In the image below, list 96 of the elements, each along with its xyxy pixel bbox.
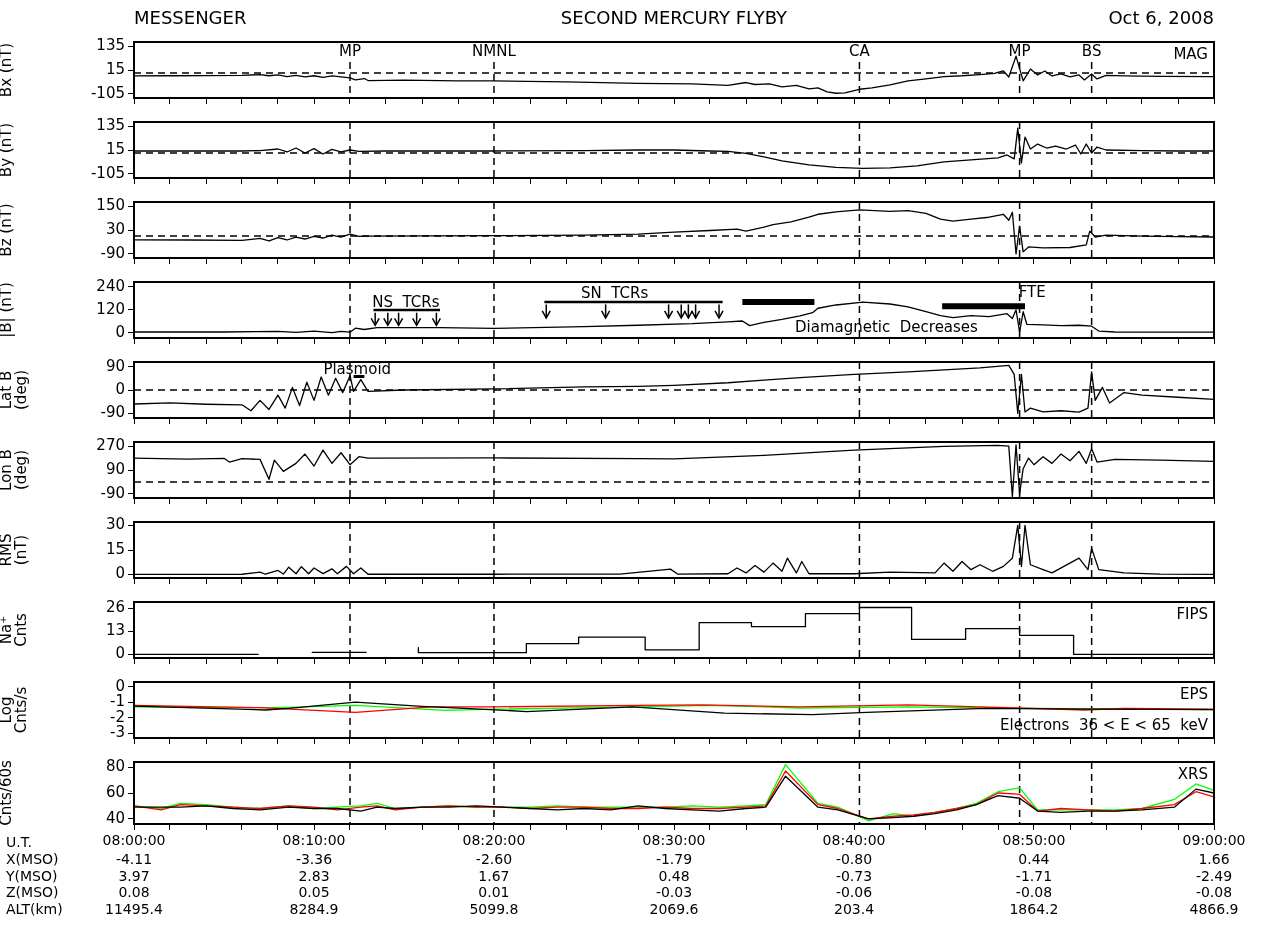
y-tick-label: 270 [96, 436, 125, 454]
text: 4866.9 [1188, 901, 1240, 918]
x-tick-label: 08:10:00 [282, 832, 346, 849]
text: -1.79 [654, 850, 694, 868]
ref-line-label: BS [1081, 42, 1102, 61]
text: -0.06 [834, 884, 874, 902]
text: 0.08 [117, 884, 151, 902]
y-tick-label: 15 [105, 59, 125, 78]
y-tick-label: -3 [110, 723, 125, 742]
annotation: Diamagnetic Decreases [794, 317, 979, 336]
text: ALT(km) [6, 901, 63, 918]
annotation: MAG [1173, 45, 1208, 64]
text: 3.97 [117, 867, 151, 885]
text: 2.83 [297, 867, 331, 885]
x-tick-label: 08:00:00 [102, 832, 166, 849]
y-tick-label: 0 [115, 322, 125, 341]
y-tick-label: 26 [105, 598, 125, 617]
y-axis-title: Na⁺ Cnts [0, 612, 31, 647]
chart-title: SECOND MERCURY FLYBY [560, 7, 788, 28]
y-tick-label: 90 [105, 356, 125, 375]
y-axis-title: Bx (nT) [0, 42, 16, 98]
text: 1.67 [477, 867, 511, 885]
text: 0.01 [477, 884, 511, 902]
y-tick-label: 135 [96, 36, 125, 55]
y-tick-label: 135 [96, 116, 125, 135]
annotation: XRS [1177, 765, 1208, 784]
y-tick-label: 15 [105, 139, 125, 158]
text: -0.08 [1014, 884, 1054, 902]
x-tick-label: 08:20:00 [462, 832, 526, 849]
y-axis-title: Cnts/60s [0, 760, 16, 826]
text: 1.66 [1197, 850, 1231, 868]
y-tick-label: 120 [96, 299, 125, 318]
x-tick-label: 08:50:00 [1002, 832, 1066, 849]
text: 203.4 [833, 901, 876, 918]
text: 0.44 [1017, 850, 1051, 868]
text: 1864.2 [1008, 901, 1060, 918]
text: -1.71 [1014, 867, 1054, 885]
y-axis-title: Lat B (deg) [0, 370, 31, 410]
x-tick-label: 08:30:00 [642, 832, 706, 849]
text: Y(MSO) [6, 867, 58, 885]
text: 2069.6 [648, 901, 700, 918]
text: -0.03 [654, 884, 694, 902]
annotation: FTE [1018, 282, 1046, 301]
text: 0.48 [657, 867, 691, 885]
annotation: SN TCRs [580, 284, 649, 303]
annotation: FIPS [1176, 605, 1208, 624]
annotation: Plasmoid [323, 360, 392, 379]
text: MESSENGER [134, 7, 247, 28]
y-tick-label: 13 [105, 621, 125, 640]
ref-line-label: CA [849, 42, 871, 61]
text: -2.49 [1194, 867, 1234, 885]
ref-line-label: NMNL [472, 42, 517, 61]
y-tick-label: 30 [105, 515, 125, 534]
y-axis-title: By (nT) [0, 122, 16, 178]
y-axis-title: Lon B (deg) [0, 449, 31, 491]
y-tick-label: 80 [105, 757, 125, 776]
y-tick-label: -90 [100, 403, 125, 422]
x-tick-label: 09:00:00 [1182, 832, 1246, 849]
y-tick-label: -105 [90, 163, 125, 182]
y-tick-label: 0 [115, 379, 125, 398]
y-tick-label: 0 [115, 644, 125, 663]
x-tick-label: 08:40:00 [822, 832, 886, 849]
ref-line-label: MP [339, 42, 361, 61]
y-axis-title: Bz (nT) [0, 203, 16, 257]
y-tick-label: -105 [90, 83, 125, 102]
y-axis-title: Log Cnts/s [0, 686, 31, 734]
y-axis-title: |B| (nT) [0, 282, 16, 338]
text: 8284.9 [288, 901, 340, 918]
text: 0.05 [297, 884, 331, 902]
y-tick-label: 150 [96, 196, 125, 215]
text: 11495.4 [104, 901, 164, 918]
annotation: EPS [1179, 685, 1208, 704]
annotation: NS TCRs [372, 292, 440, 311]
y-tick-label: 15 [105, 539, 125, 558]
text: Z(MSO) [6, 884, 59, 902]
y-tick-label: 40 [105, 808, 125, 827]
text: -4.11 [114, 850, 154, 868]
ref-line-label: MP [1008, 42, 1031, 61]
y-tick-label: -90 [100, 483, 125, 502]
text: -0.08 [1194, 884, 1234, 902]
text: -2.60 [474, 850, 514, 868]
y-tick-label: 240 [96, 276, 125, 295]
text: X(MSO) [6, 850, 59, 868]
text: -3.36 [294, 850, 334, 868]
text: -0.80 [834, 850, 874, 868]
y-tick-label: 90 [105, 459, 125, 478]
y-tick-label: -90 [100, 243, 125, 262]
y-tick-label: 0 [115, 564, 125, 583]
y-tick-label: 30 [105, 219, 125, 238]
text: 5099.8 [468, 901, 520, 918]
y-tick-label: 0 [115, 676, 125, 695]
y-tick-label: 60 [105, 782, 125, 801]
text: -0.73 [834, 867, 874, 885]
y-axis-title: RMS (nT) [0, 533, 31, 567]
x-axis-title: U.T. [6, 834, 33, 851]
text: Oct 6, 2008 [1108, 7, 1214, 28]
